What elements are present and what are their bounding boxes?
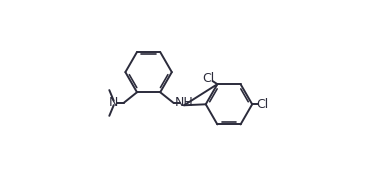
Text: NH: NH — [175, 96, 193, 109]
Text: Cl: Cl — [203, 72, 215, 85]
Text: N: N — [109, 96, 119, 109]
Text: Cl: Cl — [256, 98, 268, 111]
